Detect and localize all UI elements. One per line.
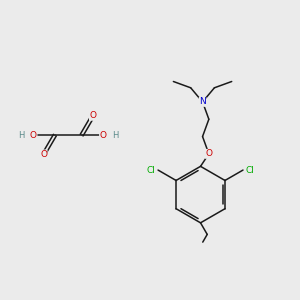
Text: N: N <box>199 98 206 106</box>
Text: O: O <box>205 149 212 158</box>
Text: O: O <box>100 130 106 140</box>
Text: Cl: Cl <box>146 166 155 175</box>
Text: O: O <box>30 130 37 140</box>
Text: H: H <box>112 130 119 140</box>
Text: O: O <box>89 111 96 120</box>
Text: H: H <box>18 130 24 140</box>
Text: Cl: Cl <box>246 166 255 175</box>
Text: O: O <box>40 150 47 159</box>
